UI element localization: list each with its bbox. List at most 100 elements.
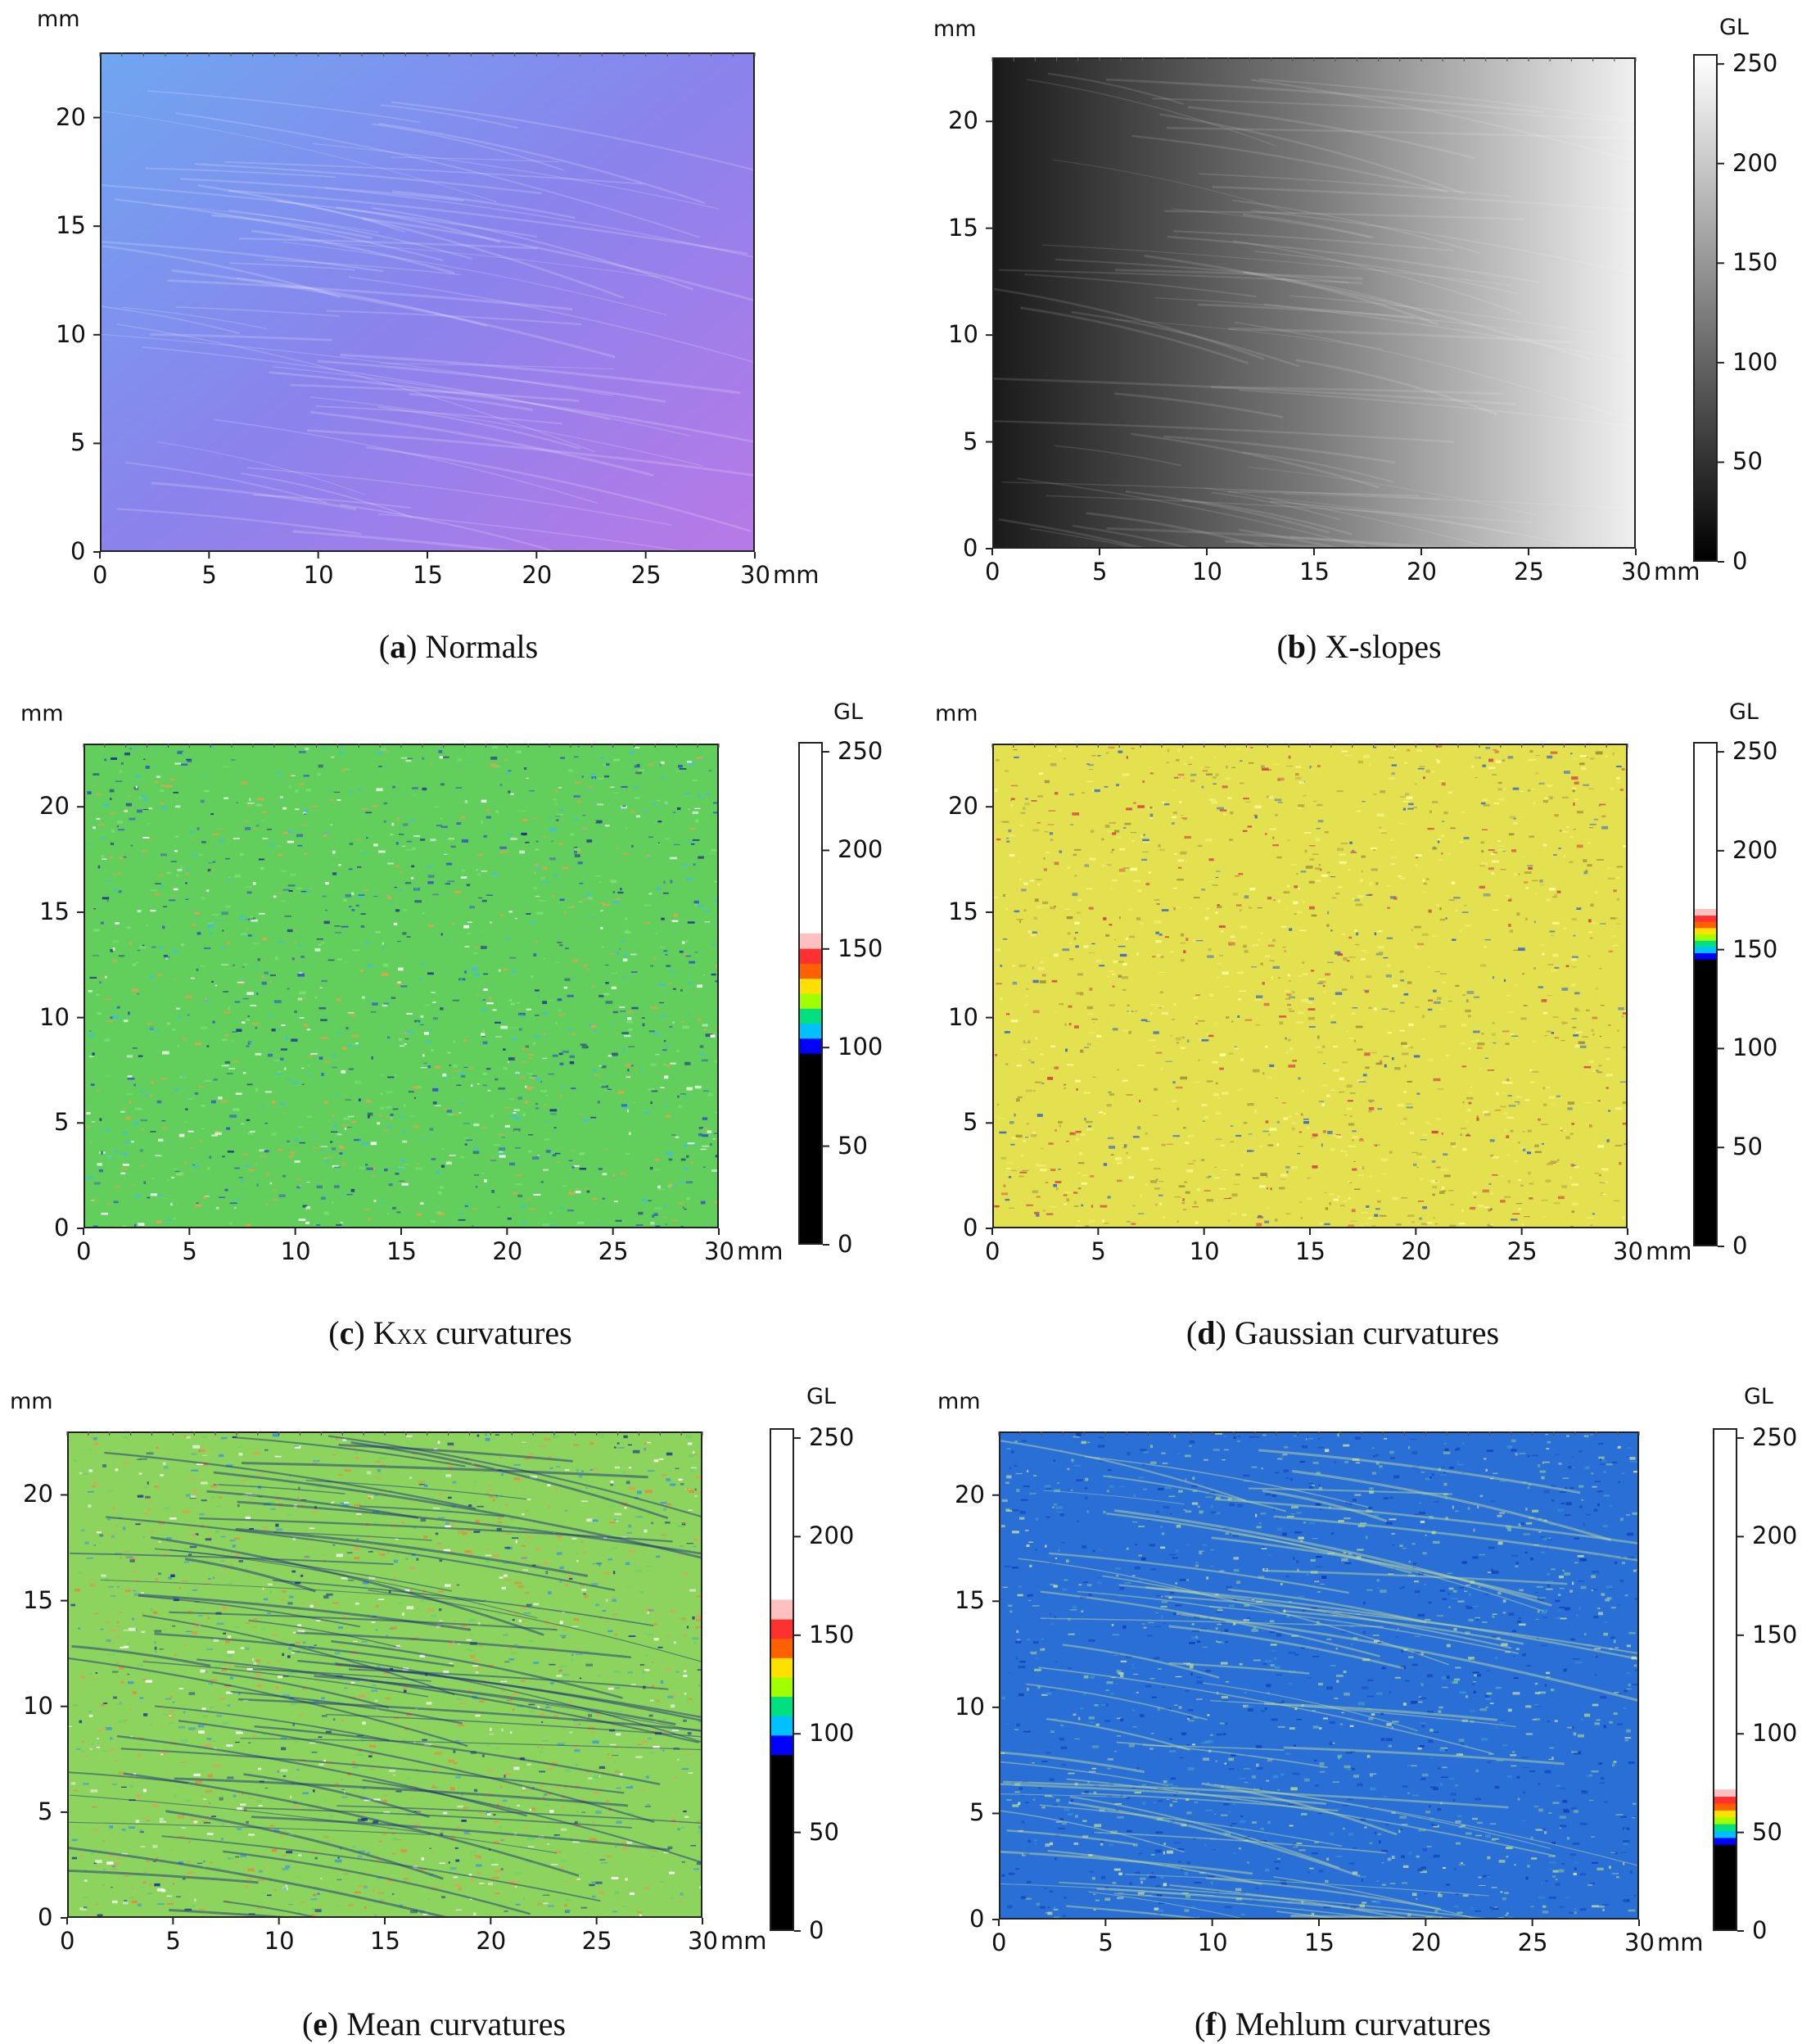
x-tick-label: 0	[985, 1237, 1000, 1265]
colorbar-b	[1693, 54, 1718, 562]
colorbar-gradient	[771, 1430, 793, 1929]
x-tick-label: 5	[201, 561, 217, 589]
colorbar-tick-label: 0	[1732, 547, 1748, 575]
gaussian-texture	[994, 745, 1626, 1227]
x-tick-label: 25	[581, 1927, 612, 1955]
x-tick-label: 25	[1506, 1237, 1538, 1265]
y-tick-label: 10	[56, 319, 86, 348]
panel-c: mm GL (c) KXX curvatures 0 5 10 15 20 25 30 mm 0…	[0, 688, 901, 1376]
y-tick-label: 15	[948, 897, 978, 925]
x-tick-label: 10	[1197, 1929, 1228, 1956]
colorbar-tick-label: 0	[809, 1916, 824, 1944]
x-tick-label: 10	[303, 561, 334, 589]
colorbar-gradient	[1695, 56, 1716, 560]
colorbar-tick-label: 0	[1752, 1916, 1768, 1944]
colorbar-unit-label: GL	[1719, 15, 1749, 40]
colorbar-unit-label: GL	[1729, 699, 1759, 725]
y-tick-label: 20	[955, 1480, 985, 1508]
colorbar-tick-label: 250	[809, 1423, 855, 1452]
x-unit-label: mm	[1646, 1237, 1692, 1265]
y-tick-label: 5	[963, 1108, 978, 1137]
colorbar-e	[770, 1428, 794, 1931]
x-tick-label: 10	[1189, 1237, 1220, 1265]
mehlum-texture	[1000, 1433, 1637, 1918]
colorbar-tick-label: 0	[838, 1230, 853, 1258]
y-unit-label: mm	[10, 1389, 53, 1414]
colorbar-tick-label: 150	[809, 1620, 855, 1648]
colorbar-tick-label: 250	[1732, 49, 1778, 78]
colorbar-tick-label: 150	[1732, 934, 1778, 963]
kxx-curvatures-map	[84, 744, 719, 1228]
mean-texture	[69, 1433, 701, 1916]
y-tick-label: 15	[56, 211, 86, 240]
axes-frame-f	[992, 1431, 1744, 1932]
x-tick-label: 15	[1299, 558, 1330, 586]
panel-f: mm GL (f) Mehlum curvatures 0 5 10 15 20 25 30…	[901, 1376, 1802, 2044]
colorbar-tick-label: 150	[838, 934, 883, 962]
colorbar-tick-label: 200	[1752, 1522, 1798, 1550]
colorbar-tick-label: 100	[1732, 1033, 1778, 1062]
normals-texture	[102, 54, 753, 550]
colorbar-tick-label: 250	[1732, 737, 1778, 766]
x-unit-label: mm	[1657, 1929, 1704, 1956]
y-tick-label: 10	[39, 1002, 70, 1031]
x-unit-label: mm	[1654, 558, 1700, 586]
x-tick-label: 5	[1091, 1237, 1106, 1265]
colorbar-c	[798, 742, 823, 1245]
colorbar-tick-label: 200	[1732, 148, 1778, 177]
colorbar-gradient	[1695, 744, 1716, 1245]
x-tick-label: 0	[60, 1927, 75, 1955]
y-tick-label: 20	[948, 792, 978, 821]
y-unit-label: mm	[937, 1389, 981, 1414]
y-tick-label: 5	[38, 1797, 53, 1825]
y-tick-label: 15	[948, 213, 978, 242]
colorbar-tick-label: 50	[1732, 447, 1763, 476]
mean-curvatures-map	[67, 1431, 702, 1918]
colorbar-tick-label: 100	[1732, 347, 1778, 376]
y-tick-label: 20	[56, 102, 86, 131]
x-tick-label: 30	[688, 1927, 718, 1955]
y-tick-label: 0	[70, 537, 86, 565]
colorbar-d	[1693, 742, 1718, 1246]
y-tick-label: 10	[948, 1002, 978, 1031]
caption-d: (d) Gaussian curvatures	[1186, 1314, 1500, 1351]
y-tick-label: 0	[38, 1903, 53, 1931]
x-tick-label: 5	[165, 1927, 181, 1955]
colorbar-gradient	[1714, 1430, 1736, 1929]
y-unit-label: mm	[933, 16, 977, 42]
panel-a: mm (a) Normals 0 5 10 15 20 25 30 mm 0 5 10 15 20	[0, 0, 901, 672]
y-tick-label: 20	[23, 1480, 53, 1508]
x-tick-label: 20	[1407, 558, 1437, 586]
x-tick-label: 10	[264, 1927, 295, 1955]
panel-e: mm GL (e) Mean curvatures 0 5 10 15 20 25 30 mm…	[0, 1376, 901, 2044]
y-tick-label: 5	[54, 1108, 70, 1137]
caption-e: (e) Mean curvatures	[301, 2006, 567, 2042]
x-tick-label: 25	[630, 561, 662, 589]
x-tick-label: 5	[1098, 1929, 1113, 1956]
colorbar-unit-label: GL	[806, 1384, 836, 1409]
y-tick-label: 15	[39, 897, 70, 925]
colorbar-tick-label: 250	[838, 737, 883, 766]
x-tick-label: 0	[991, 1929, 1007, 1956]
x-unit-label: mm	[720, 1927, 767, 1955]
colorbar-tick-label: 150	[1752, 1620, 1798, 1648]
x-tick-label: 30	[740, 561, 770, 589]
axes-frame-c	[77, 744, 829, 1246]
x-tick-label: 20	[1401, 1237, 1432, 1265]
y-tick-label: 0	[54, 1214, 70, 1241]
panel-d: mm GL (d) Gaussian curvatures 0 5 10 15 20 25…	[901, 688, 1802, 1376]
colorbar-f	[1713, 1428, 1737, 1931]
caption-a: (a) Normals	[378, 628, 539, 665]
y-tick-label: 10	[948, 320, 978, 349]
x-tick-label: 30	[704, 1237, 734, 1265]
colorbar-unit-label: GL	[833, 699, 863, 725]
y-unit-label: mm	[37, 7, 80, 32]
x-tick-label: 25	[1517, 1929, 1548, 1956]
x-tick-label: 15	[1304, 1929, 1335, 1956]
colorbar-tick-label: 100	[838, 1033, 883, 1061]
x-tick-label: 30	[1621, 558, 1651, 586]
x-tick-label: 10	[1192, 558, 1222, 586]
x-tick-label: 15	[413, 561, 443, 589]
x-tick-label: 20	[522, 561, 553, 589]
gaussian-curvatures-map	[992, 744, 1628, 1228]
